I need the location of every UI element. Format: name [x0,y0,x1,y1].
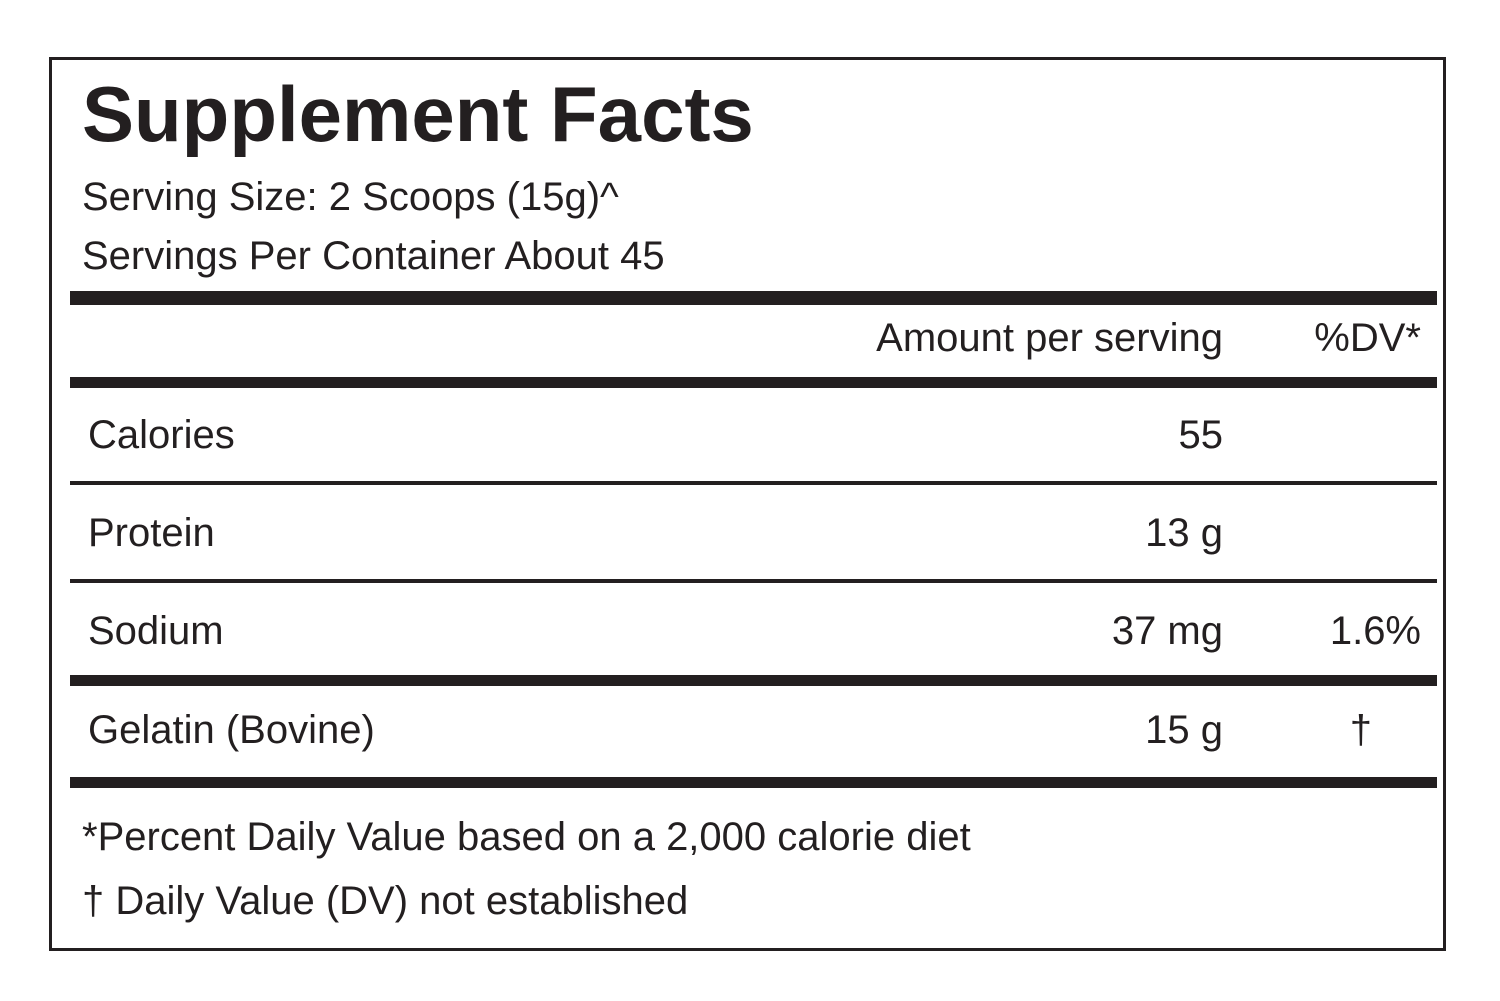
row-gelatin-name: Gelatin (Bovine) [88,708,375,752]
divider-header [70,377,1437,388]
panel-title: Supplement Facts [82,70,754,158]
row-calories-name: Calories [88,413,235,457]
divider-bottom [70,777,1437,788]
row-sodium-amount: 37 mg [1111,609,1223,653]
row-protein-amount: 13 g [1145,511,1223,555]
servings-per-container: Servings Per Container About 45 [82,234,665,278]
header-percent-dv: %DV* [1314,316,1421,360]
supplement-facts-panel [49,57,1446,951]
footnote-percent-dv: *Percent Daily Value based on a 2,000 ca… [82,815,971,859]
row-sodium-name: Sodium [88,609,224,653]
row-gelatin-amount: 15 g [1145,708,1223,752]
row-sodium-dv: 1.6% [1329,609,1421,653]
divider-section [70,675,1437,686]
divider-thick-top [70,291,1437,305]
divider-row [70,579,1437,583]
row-calories-amount: 55 [1178,413,1224,457]
row-protein-name: Protein [88,511,215,555]
row-gelatin-dv: † [1349,708,1372,752]
serving-size: Serving Size: 2 Scoops (15g)^ [82,175,619,219]
header-amount-per-serving: Amount per serving [876,316,1223,360]
divider-row [70,481,1437,485]
footnote-dv-not-established: † Daily Value (DV) not established [82,879,689,923]
